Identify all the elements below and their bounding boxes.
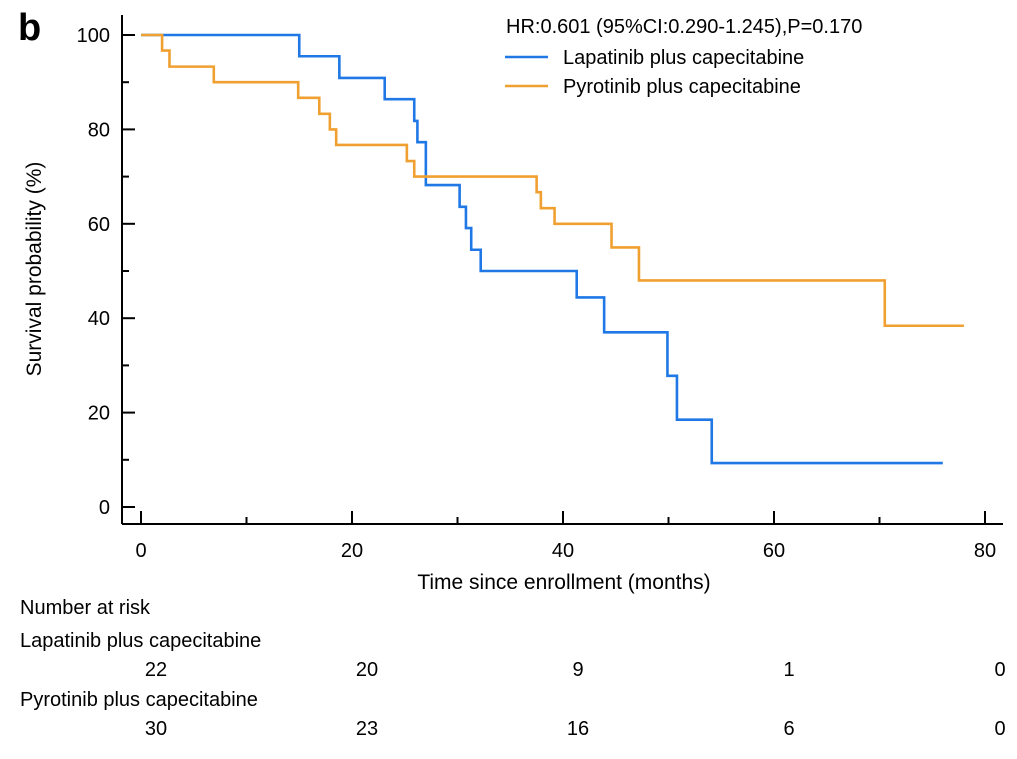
y-tick-label-20: 20	[88, 403, 110, 425]
legend-label-lapatinib: Lapatinib plus capecitabine	[563, 47, 804, 69]
legend: Lapatinib plus capecitabine Pyrotinib pl…	[505, 47, 804, 98]
legend-label-pyrotinib: Pyrotinib plus capecitabine	[563, 76, 801, 98]
risk-count-lapatinib-0: 22	[144, 659, 168, 681]
risk-group-name-pyrotinib: Pyrotinib plus capecitabine	[20, 689, 258, 711]
x-tick-label-80: 80	[974, 540, 996, 562]
x-axis-title: Time since enrollment (months)	[417, 571, 710, 594]
y-tick-label-80: 80	[88, 119, 110, 141]
x-tick-label-40: 40	[552, 540, 574, 562]
x-tick-label-60: 60	[763, 540, 785, 562]
y-tick-label-40: 40	[88, 308, 110, 330]
y-axis-title: Survival probability (%)	[23, 162, 46, 377]
y-tick-label-100: 100	[77, 25, 110, 47]
km-curve-pyrotinib	[141, 33, 964, 328]
y-tick-label-0: 0	[99, 497, 110, 519]
hazard-ratio-annotation: HR:0.601 (95%CI:0.290-1.245),P=0.170	[506, 16, 862, 38]
risk-count-lapatinib-40: 9	[572, 659, 584, 681]
risk-count-lapatinib-20: 20	[355, 659, 379, 681]
risk-count-pyrotinib-20: 23	[355, 718, 379, 740]
x-tick-label-20: 20	[341, 540, 363, 562]
risk-count-pyrotinib-80: 0	[994, 718, 1006, 740]
x-tick-label-0: 0	[135, 540, 146, 562]
axes: 0 20 40 60 80 100 0 20 40 60 80	[77, 15, 1003, 562]
risk-count-pyrotinib-0: 30	[144, 718, 168, 740]
risk-group-name-lapatinib: Lapatinib plus capecitabine	[20, 630, 262, 652]
risk-count-lapatinib-80: 0	[994, 659, 1006, 681]
y-tick-label-60: 60	[88, 214, 110, 236]
risk-table-title: Number at risk	[20, 597, 151, 619]
risk-count-pyrotinib-40: 16	[566, 718, 590, 740]
km-chart: b 0 20 40 60 80 100 0 20 40 60 80 HR:0.601 (95%CI:…	[18, 7, 1003, 594]
risk-count-pyrotinib-60: 6	[783, 718, 795, 740]
panel-label: b	[18, 7, 41, 49]
km-curve-lapatinib	[141, 33, 943, 465]
risk-count-lapatinib-60: 1	[783, 659, 795, 681]
series-layer	[141, 33, 964, 465]
